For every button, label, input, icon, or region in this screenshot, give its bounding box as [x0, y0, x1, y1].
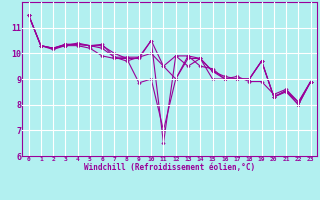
X-axis label: Windchill (Refroidissement éolien,°C): Windchill (Refroidissement éolien,°C)	[84, 163, 255, 172]
